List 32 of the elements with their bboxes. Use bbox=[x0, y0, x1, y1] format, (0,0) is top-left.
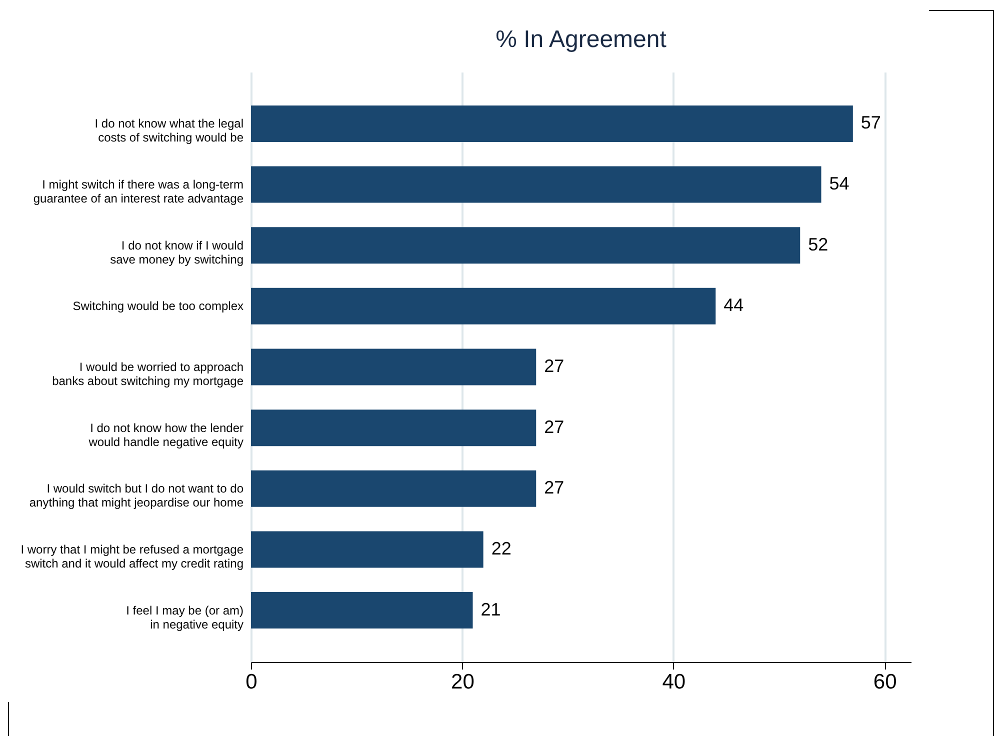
y-tick-label: I do not know how the lender would handle negative equity bbox=[88, 420, 244, 449]
bar bbox=[251, 410, 536, 446]
x-tick-label: 40 bbox=[662, 670, 686, 694]
data-label: 52 bbox=[808, 234, 828, 254]
data-label: 44 bbox=[724, 295, 744, 316]
x-tick-label: 0 bbox=[246, 670, 258, 694]
bar bbox=[251, 288, 716, 324]
data-label: 27 bbox=[544, 478, 564, 498]
data-label: 57 bbox=[860, 112, 881, 133]
y-tick-label: I worry that I might be refused a mortgage switch and it would affect my credit rating bbox=[20, 542, 244, 570]
bar bbox=[251, 531, 484, 568]
data-label: 21 bbox=[480, 599, 501, 620]
x-tick-label: 60 bbox=[873, 670, 897, 694]
bar bbox=[251, 470, 536, 507]
y-tick-label: I do not know what the legal costs of switching would be bbox=[94, 116, 244, 145]
y-tick-label: I do not know if I would save money by switching bbox=[110, 238, 244, 266]
data-label: 22 bbox=[491, 538, 512, 558]
bar bbox=[251, 592, 473, 629]
data-label: 54 bbox=[829, 174, 850, 194]
chart-title: % In Agreement bbox=[496, 26, 667, 53]
y-tick-label: I feel I may be (or am) in negative equity bbox=[126, 603, 244, 632]
y-tick-label: I might switch if there was a long-term guarantee of an interest rate advantage bbox=[33, 178, 244, 206]
bar bbox=[251, 166, 822, 203]
y-tick-label: Switching would be too complex bbox=[72, 299, 244, 314]
bar bbox=[251, 348, 536, 386]
bar bbox=[251, 227, 800, 264]
y-tick-label: I would be worried to approach banks about switching my mortgage bbox=[52, 360, 244, 388]
data-label: 27 bbox=[544, 356, 564, 376]
x-tick-label: 20 bbox=[451, 670, 474, 694]
y-tick-label: I would switch but I do not want to do anything that might jeopardise our home bbox=[29, 482, 244, 510]
data-label: 27 bbox=[544, 416, 564, 437]
bar bbox=[251, 105, 853, 142]
